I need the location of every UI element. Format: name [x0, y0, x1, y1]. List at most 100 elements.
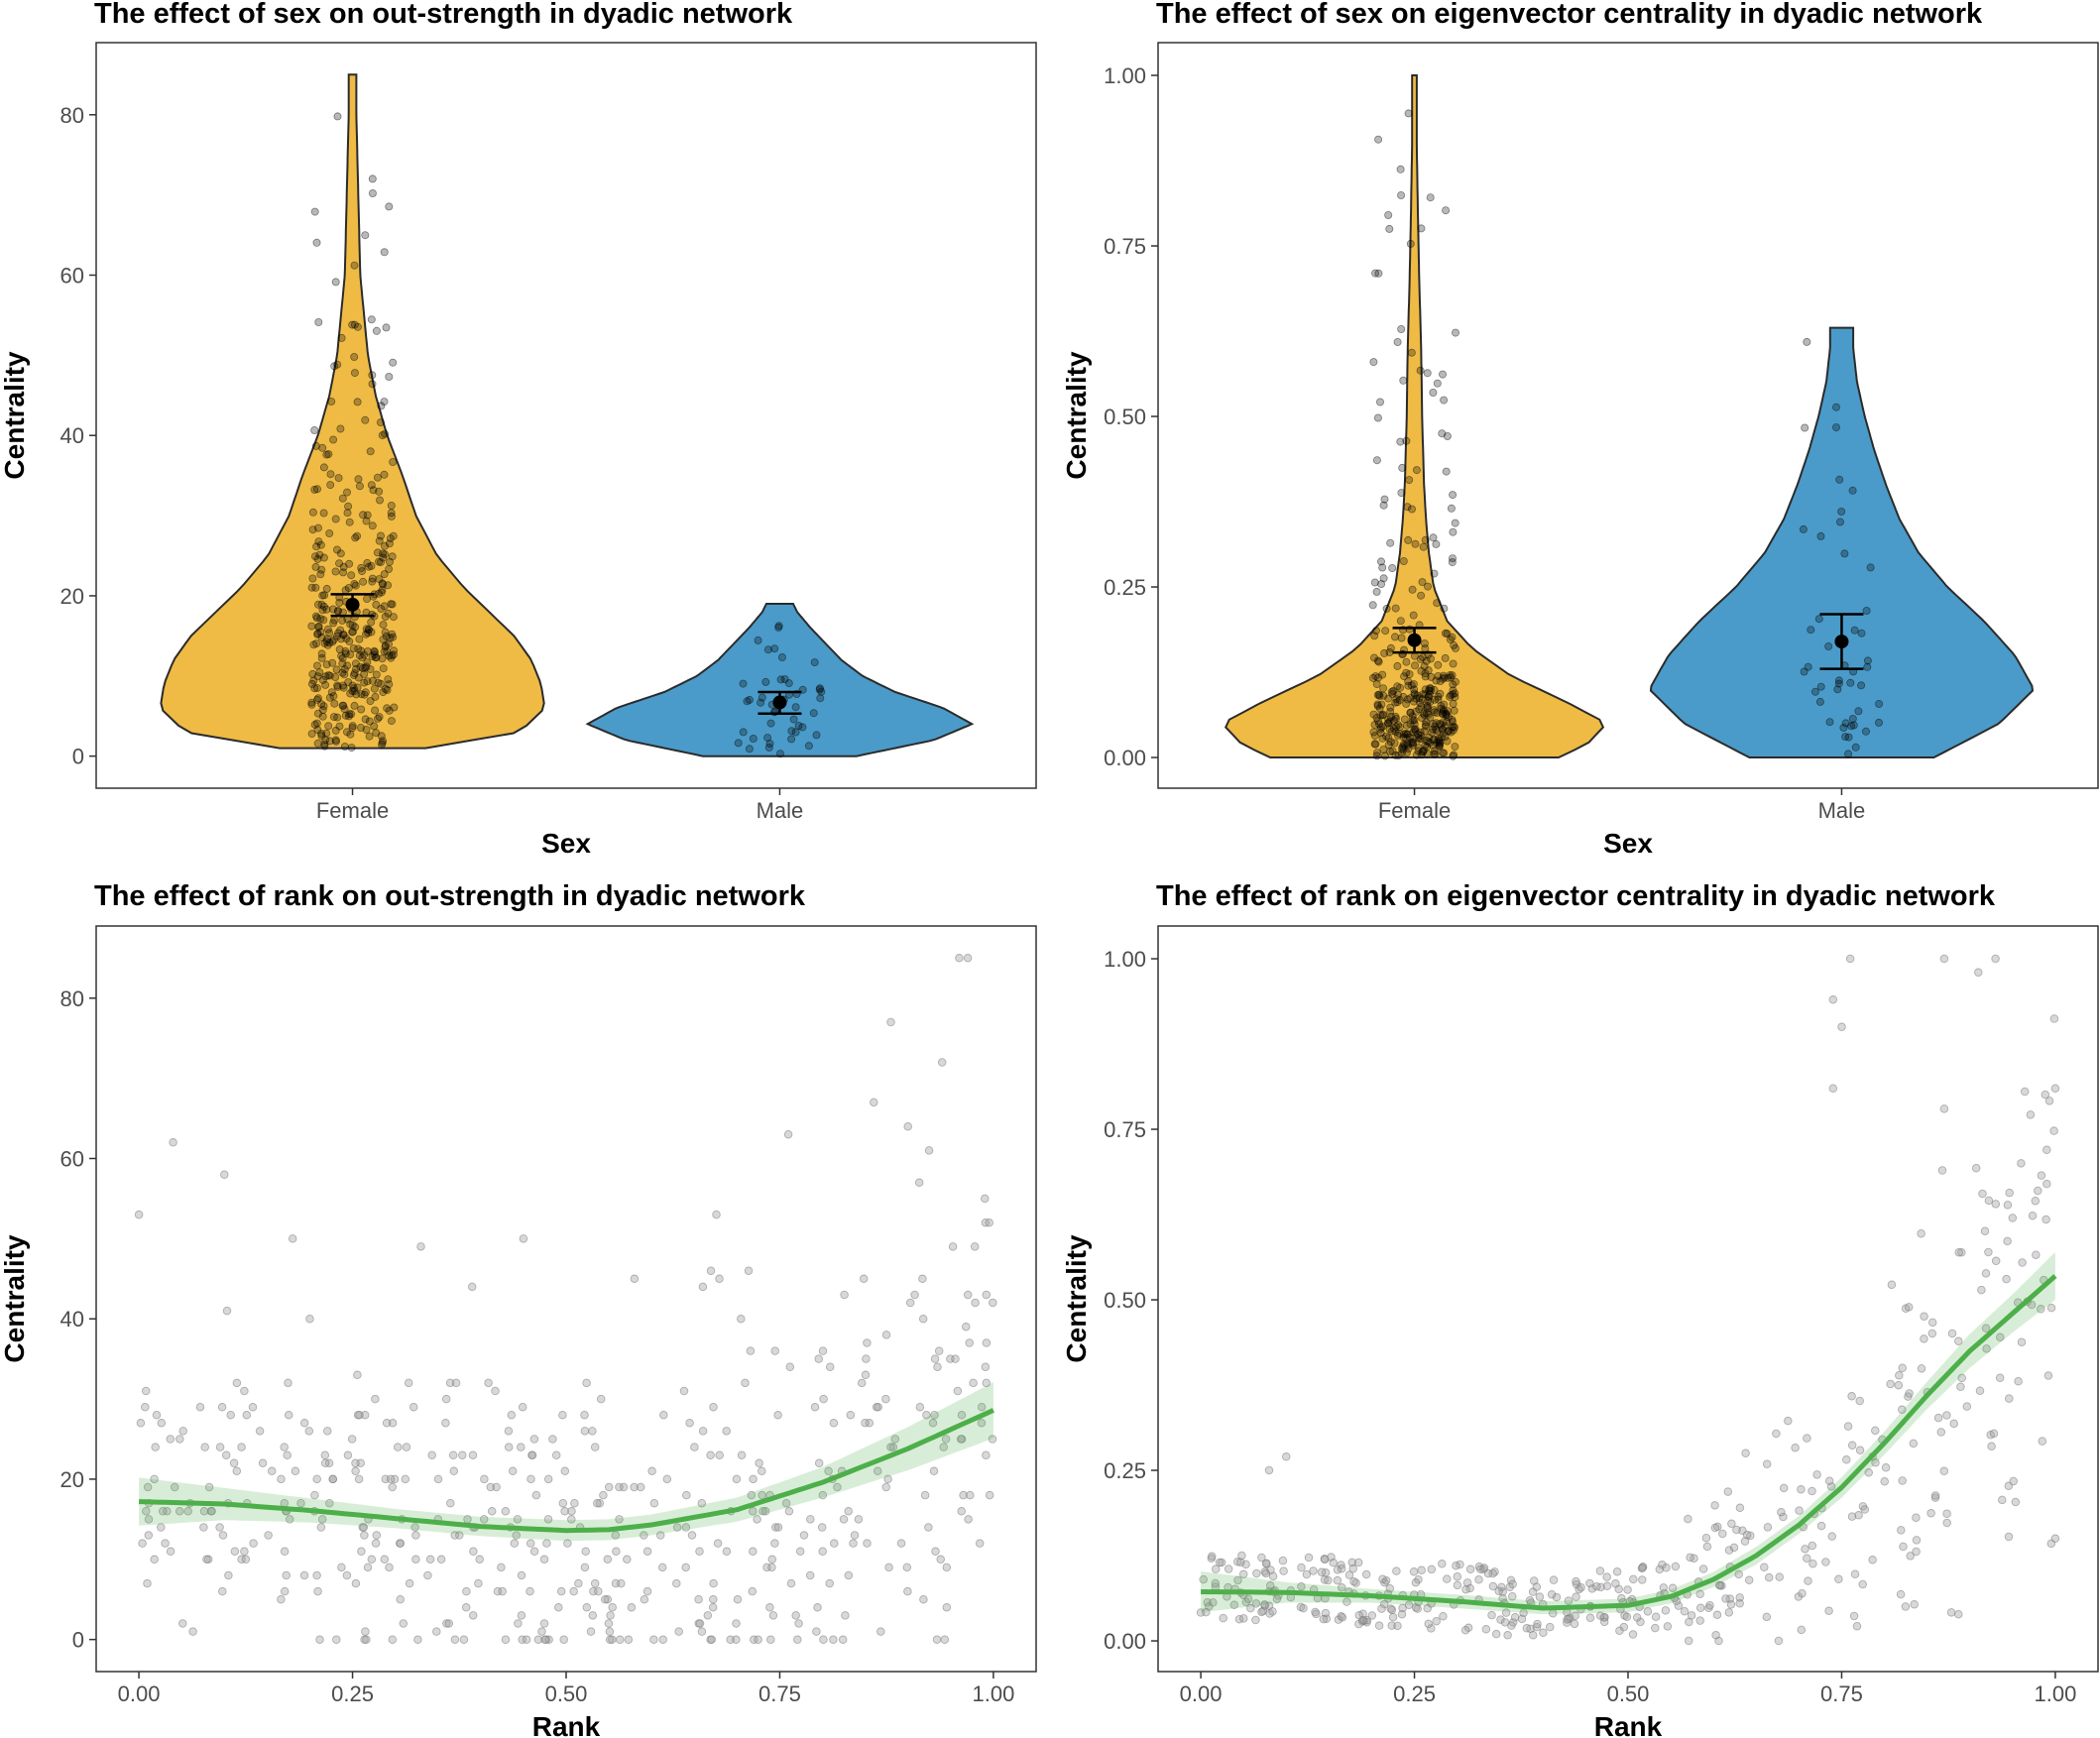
- data-point: [342, 1570, 352, 1580]
- data-point: [1251, 1599, 1261, 1608]
- data-point: [313, 630, 322, 638]
- data-point: [1320, 1555, 1330, 1564]
- data-point: [1727, 1519, 1736, 1529]
- data-point: [1875, 700, 1884, 709]
- data-point: [695, 1547, 704, 1556]
- data-point: [411, 1531, 420, 1540]
- data-point: [380, 1555, 390, 1564]
- data-point: [199, 1523, 208, 1532]
- data-point: [1439, 674, 1448, 683]
- data-point: [501, 1635, 511, 1644]
- y-axis-title: Centrality: [0, 1234, 30, 1363]
- data-point: [351, 664, 360, 673]
- data-point: [526, 1474, 535, 1484]
- data-point: [1448, 671, 1457, 680]
- data-point: [1297, 1563, 1306, 1572]
- data-point: [1655, 1564, 1665, 1574]
- data-point: [384, 639, 393, 648]
- data-point: [329, 619, 338, 628]
- data-point: [1424, 710, 1433, 719]
- data-point: [445, 1378, 455, 1388]
- data-point: [373, 473, 382, 482]
- x-tick-label: Female: [1378, 798, 1451, 823]
- data-point: [1920, 1312, 1928, 1321]
- data-point: [569, 1586, 578, 1596]
- data-point: [1448, 715, 1457, 724]
- data-point: [333, 607, 342, 616]
- data-point: [713, 1539, 723, 1548]
- data-point: [318, 606, 327, 615]
- data-point: [1449, 699, 1458, 708]
- data-point: [332, 1635, 341, 1644]
- data-point: [1423, 709, 1432, 718]
- data-point: [774, 623, 783, 632]
- data-point: [357, 563, 366, 572]
- data-point: [318, 443, 327, 452]
- data-point: [548, 1435, 557, 1444]
- data-point: [313, 726, 322, 735]
- data-point: [1397, 324, 1406, 333]
- data-point: [799, 1531, 809, 1540]
- data-point: [320, 638, 329, 647]
- mean-point: [772, 695, 787, 710]
- data-point: [1268, 1571, 1278, 1581]
- data-point: [1405, 670, 1414, 679]
- data-point: [1481, 1625, 1491, 1634]
- data-point: [929, 1466, 939, 1476]
- data-point: [138, 1539, 147, 1548]
- data-point: [313, 1586, 322, 1596]
- data-point: [1816, 531, 1825, 540]
- data-point: [570, 1498, 579, 1508]
- data-point: [1899, 1542, 1908, 1552]
- data-point: [313, 523, 322, 532]
- data-point: [321, 680, 330, 689]
- data-point: [1804, 1576, 1812, 1585]
- data-point: [556, 1586, 566, 1596]
- data-point: [377, 402, 386, 410]
- data-point: [1415, 735, 1424, 744]
- data-point: [543, 1474, 553, 1484]
- data-point: [1857, 681, 1866, 690]
- data-point: [317, 730, 326, 739]
- data-point: [382, 632, 391, 640]
- data-point: [794, 1619, 803, 1628]
- data-point: [697, 1498, 707, 1508]
- data-point: [595, 1498, 605, 1508]
- data-point: [381, 628, 390, 637]
- data-point: [354, 1474, 364, 1484]
- data-point: [1421, 672, 1430, 681]
- data-point: [361, 715, 370, 724]
- data-point: [1410, 689, 1419, 698]
- data-point: [594, 1586, 603, 1596]
- data-point: [744, 1266, 754, 1275]
- data-point: [1429, 533, 1438, 542]
- data-point: [349, 644, 358, 653]
- data-point: [1475, 1564, 1485, 1574]
- data-point: [883, 1474, 892, 1484]
- data-point: [640, 1594, 649, 1604]
- data-point: [1448, 723, 1457, 732]
- data-point: [354, 475, 363, 484]
- data-point: [380, 248, 389, 257]
- data-point: [396, 1594, 405, 1604]
- data-point: [399, 1619, 408, 1628]
- data-point: [491, 1386, 500, 1396]
- data-point: [1413, 1604, 1422, 1613]
- data-point: [508, 1466, 518, 1476]
- mean-point: [345, 597, 360, 612]
- data-point: [351, 1458, 360, 1468]
- data-point: [1912, 1536, 1922, 1545]
- data-point: [1632, 1613, 1642, 1622]
- data-point: [331, 515, 340, 523]
- data-point: [754, 1635, 762, 1644]
- data-point: [2049, 1014, 2059, 1023]
- data-point: [436, 1555, 446, 1564]
- data-point: [1379, 746, 1388, 754]
- data-point: [342, 635, 351, 643]
- data-point: [1423, 369, 1432, 378]
- data-point: [839, 1515, 849, 1524]
- data-point: [1904, 1303, 1914, 1312]
- data-point: [1981, 1269, 1991, 1278]
